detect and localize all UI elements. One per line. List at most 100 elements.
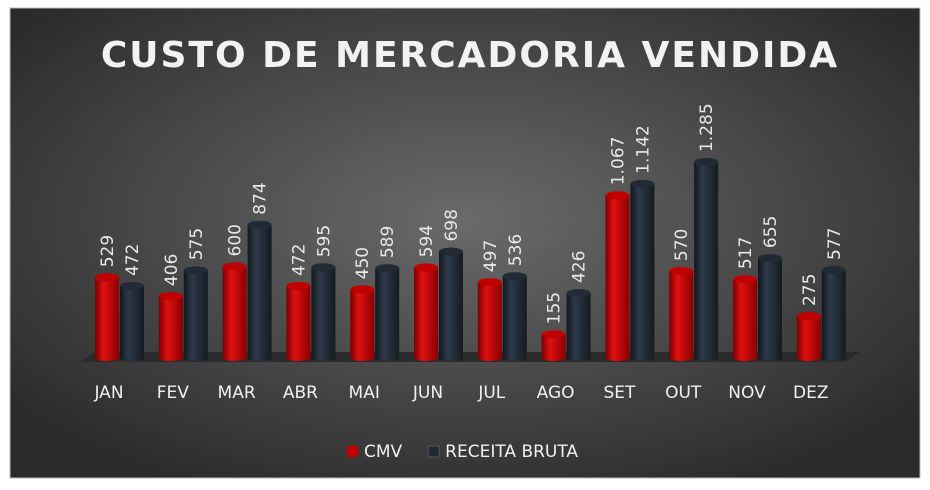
bar-cap (566, 289, 591, 298)
bar-foot (733, 355, 757, 361)
bar-foot (796, 355, 821, 361)
x-tick-label: AGO (537, 383, 575, 403)
bar (502, 276, 527, 358)
bar-foot (414, 355, 438, 361)
bar (733, 279, 757, 358)
data-label: 275 (800, 274, 820, 306)
legend-swatch (427, 445, 440, 458)
bar-foot (286, 355, 311, 361)
bar-foot (439, 355, 463, 361)
data-label: 575 (187, 228, 207, 260)
bar-foot (541, 355, 566, 361)
legend-label: CMV (364, 442, 403, 462)
bar-cap (439, 247, 463, 256)
bar-foot (477, 355, 502, 361)
data-label: 1.285 (697, 103, 717, 152)
bar-cap (222, 262, 247, 271)
bar (821, 269, 846, 358)
bar (286, 286, 311, 358)
bar (311, 267, 336, 358)
bar-foot (758, 355, 782, 361)
data-label: 472 (289, 244, 309, 276)
bar-cap (758, 254, 782, 263)
bar (158, 296, 183, 358)
data-label: 698 (442, 209, 462, 241)
data-label: 577 (825, 228, 845, 260)
data-label: 1.067 (608, 137, 628, 186)
bar (605, 195, 630, 358)
bar-cap (350, 285, 375, 294)
data-label: 589 (378, 226, 398, 258)
x-tick-label: JUN (412, 383, 443, 403)
legend-label: RECEITA BRUTA (445, 442, 578, 462)
data-label: 570 (672, 229, 692, 261)
bar (95, 277, 119, 358)
bar (439, 251, 463, 358)
data-label: 497 (481, 240, 501, 272)
bar-foot (222, 355, 247, 361)
bar-cap (120, 282, 144, 291)
bar-cap (311, 263, 336, 272)
data-label: 655 (761, 216, 781, 248)
data-label: 600 (226, 224, 246, 256)
bar-foot (350, 355, 375, 361)
x-tick-label: MAR (218, 383, 256, 403)
bar-foot (502, 355, 527, 361)
data-label: 155 (545, 292, 565, 324)
data-label: 594 (417, 225, 437, 257)
bar-foot (630, 355, 655, 361)
chart-background (9, 7, 921, 479)
bar (477, 282, 502, 358)
bar-cap (158, 292, 183, 301)
bar-cap (796, 312, 821, 321)
bar-foot (183, 355, 208, 361)
bar-cap (541, 330, 566, 339)
bar-cap (694, 158, 719, 166)
bar-foot (311, 355, 336, 361)
bar-cap (502, 272, 527, 281)
bar-cap (247, 220, 272, 229)
x-tick-label: MAI (349, 383, 380, 403)
bar-cap (414, 263, 438, 272)
x-tick-label: ABR (283, 383, 318, 403)
bar-foot (694, 355, 719, 361)
bar-cap (95, 273, 119, 282)
bar (247, 224, 272, 358)
bar-cap (286, 282, 311, 291)
bar-foot (95, 355, 119, 361)
bar (566, 293, 591, 358)
bar (630, 183, 655, 358)
x-tick-label: FEV (157, 383, 190, 403)
data-label: 1.142 (633, 125, 653, 174)
bar (796, 316, 821, 358)
data-label: 529 (98, 235, 118, 267)
data-label: 472 (123, 244, 143, 276)
bar (414, 267, 438, 358)
chart-title: CUSTO DE MERCADORIA VENDIDA (101, 35, 839, 76)
x-tick-label: JUL (477, 383, 505, 403)
x-tick-label: SET (603, 383, 636, 403)
x-tick-label: NOV (728, 383, 766, 403)
bar-cap (630, 179, 655, 188)
bar-cap (375, 264, 400, 273)
x-tick-label: OUT (665, 383, 702, 403)
bar-foot (247, 355, 272, 361)
bar (183, 270, 208, 358)
bar-foot (566, 355, 591, 361)
bar (375, 268, 400, 358)
data-label: 874 (251, 182, 271, 214)
x-tick-label: DEZ (793, 383, 828, 403)
bar-foot (605, 355, 630, 361)
data-label: 426 (570, 251, 590, 283)
bar-cap (821, 265, 846, 274)
legend-swatch (347, 446, 358, 457)
bar (120, 286, 144, 358)
bar-cap (477, 278, 502, 287)
bar-cap (669, 267, 694, 276)
data-label: 406 (162, 254, 182, 286)
data-label: 450 (353, 247, 373, 279)
bar (350, 289, 375, 358)
data-label: 595 (314, 225, 334, 257)
bar (758, 258, 782, 358)
bar (222, 266, 247, 358)
